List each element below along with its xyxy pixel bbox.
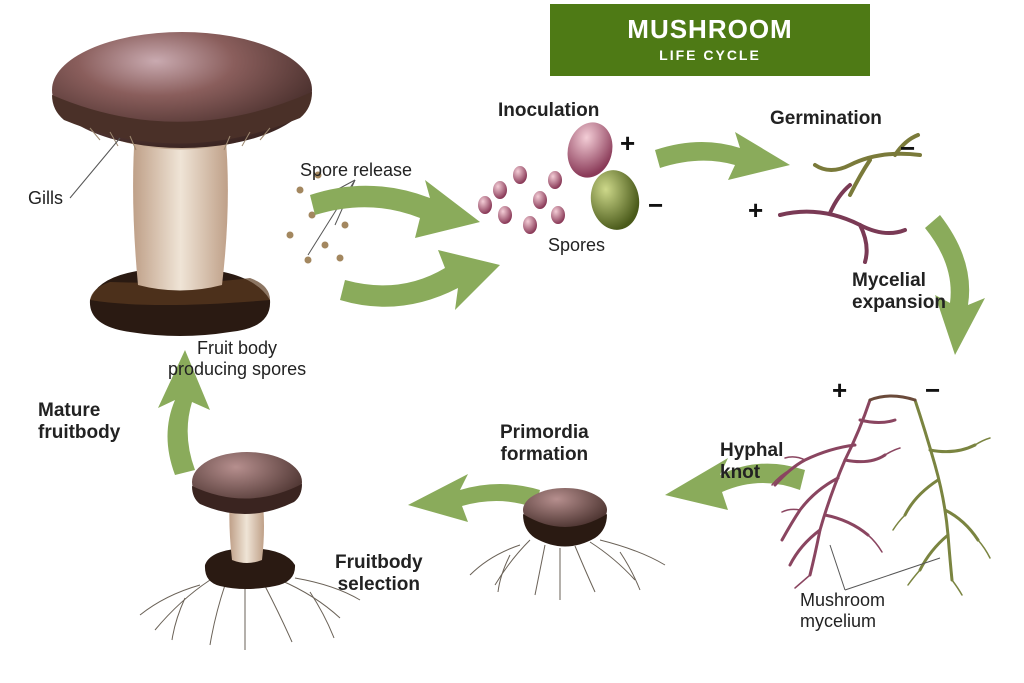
sign-minus-mycelium: − [925,375,940,406]
mature-mushroom-illustration [52,32,312,336]
title-sub: LIFE CYCLE [580,47,840,63]
label-spores: Spores [548,235,605,256]
leader-gills [70,138,120,198]
sign-minus-inoculation: − [648,190,663,221]
label-mature-fruitbody: Mature fruitbody [38,400,120,444]
label-mycelial-expansion: Mycelial expansion [852,270,946,314]
sign-minus-germination: − [900,133,915,164]
label-fruit-body-producing: Fruit body producing spores [168,338,306,379]
label-fruitbody-selection: Fruitbody selection [335,552,423,596]
label-primordia-formation: Primordia formation [500,422,589,466]
young-fruitbody-illustration [140,452,360,650]
diagram-stage: MUSHROOM LIFE CYCLE Gills Spore release … [0,0,1024,683]
inoculation-spores [478,117,644,234]
sign-plus-inoculation: + [620,128,635,159]
label-spore-release: Spore release [300,160,412,181]
sign-plus-mycelium: + [832,375,847,406]
label-germination: Germination [770,108,882,130]
leader-mycelium [830,545,940,590]
primordia-illustration [470,488,665,600]
released-spores [287,172,349,264]
label-gills: Gills [28,188,63,209]
title-main: MUSHROOM [580,14,840,45]
label-hyphal-knot: Hyphal knot [720,440,783,484]
germination-hyphae [780,135,920,262]
label-mushroom-mycelium: Mushroom mycelium [800,590,885,631]
label-inoculation: Inoculation [498,100,599,122]
mycelium-illustration [772,396,990,595]
title-box: MUSHROOM LIFE CYCLE [550,4,870,76]
sign-plus-germination: + [748,195,763,226]
